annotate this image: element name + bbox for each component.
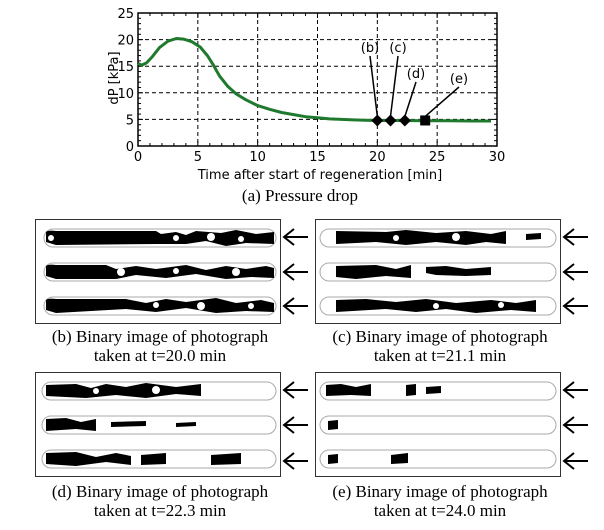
arrow-left-icon — [562, 416, 588, 434]
x-tick-label: 15 — [309, 150, 326, 165]
marker-leader-line — [404, 81, 417, 117]
caption-c-line1: (c) Binary image of photograph — [332, 327, 548, 346]
y-tick-label: 15 — [117, 60, 134, 75]
x-axis-label: Time after start of regeneration [min] — [197, 168, 442, 183]
arrow-left-icon — [562, 263, 588, 281]
x-tick-label: 5 — [194, 150, 202, 165]
caption-d-line1: (d) Binary image of photograph — [51, 482, 269, 501]
arrow-left-icon — [562, 381, 588, 399]
x-tick-label: 0 — [134, 150, 142, 165]
y-tick-label: 20 — [117, 34, 134, 49]
binary-image-panel-d — [35, 372, 281, 477]
caption-d: (d) Binary image of photograph taken at … — [20, 482, 300, 520]
marker-label: (c) — [389, 41, 406, 56]
arrow-left-icon — [562, 297, 588, 315]
axes-layer: 0 5 10 15 20 25 30 0 5 10 15 20 25 — [117, 7, 505, 165]
x-tick-label: 10 — [249, 150, 266, 165]
marker-leader-line — [369, 55, 379, 117]
marker-label: (d) — [407, 67, 425, 82]
y-tick-label: 10 — [117, 87, 134, 102]
y-tick-label: 5 — [126, 113, 134, 128]
x-tick-label: 25 — [429, 150, 446, 165]
caption-b-line1: (b) Binary image of photograph — [51, 327, 269, 346]
arrow-left-icon — [562, 452, 588, 470]
caption-c-line2: taken at t=21.1 min — [373, 346, 507, 365]
data-marker — [384, 114, 397, 127]
binary-image-c — [319, 228, 557, 316]
arrow-left-icon — [282, 381, 308, 399]
x-tick-label: 30 — [489, 150, 506, 165]
pressure-drop-chart: 0 5 10 15 20 25 30 0 5 10 15 20 25 (b) (c)(d) (e) dP [… — [107, 7, 505, 183]
caption-c: (c) Binary image of photograph taken at … — [300, 327, 580, 365]
pressure-drop-line — [137, 37, 491, 123]
arrow-left-icon — [282, 452, 308, 470]
marker-leader-line — [424, 86, 460, 118]
y-tick-label: 25 — [117, 7, 134, 22]
marker-label: (e) — [450, 72, 468, 87]
binary-image-e — [319, 381, 557, 469]
caption-e-line1: (e) Binary image of photograph — [332, 482, 548, 501]
caption-e-line2: taken at t=24.0 min — [373, 501, 507, 520]
caption-e: (e) Binary image of photograph taken at … — [300, 482, 580, 520]
data-marker — [420, 115, 431, 126]
arrow-left-icon — [282, 263, 308, 281]
binary-image-d — [41, 381, 277, 469]
arrow-left-icon — [562, 228, 588, 246]
marker-label: (b) — [361, 41, 379, 56]
arrow-left-icon — [282, 416, 308, 434]
caption-b-line2: taken at t=20.0 min — [93, 346, 227, 365]
data-marker — [398, 114, 411, 127]
binary-image-panel-e — [315, 372, 561, 477]
line-layer — [137, 37, 491, 123]
caption-d-line2: taken at t=22.3 min — [93, 501, 227, 520]
y-axis-label: dP [kPa] — [107, 51, 122, 104]
caption-b: (b) Binary image of photograph taken at … — [20, 327, 300, 365]
arrow-left-icon — [282, 297, 308, 315]
y-tick-label: 0 — [126, 140, 134, 155]
binary-image-panel-b — [35, 219, 281, 324]
grid-layer — [138, 13, 497, 146]
marker-leader-line — [389, 55, 399, 117]
marker-layer: (b) (c)(d) (e) — [361, 41, 468, 127]
x-tick-label: 20 — [369, 150, 386, 165]
caption-a: (a) Pressure drop — [241, 186, 359, 205]
binary-image-panel-c — [315, 219, 561, 324]
binary-image-b — [43, 228, 277, 316]
data-marker — [371, 114, 384, 127]
arrow-left-icon — [282, 228, 308, 246]
